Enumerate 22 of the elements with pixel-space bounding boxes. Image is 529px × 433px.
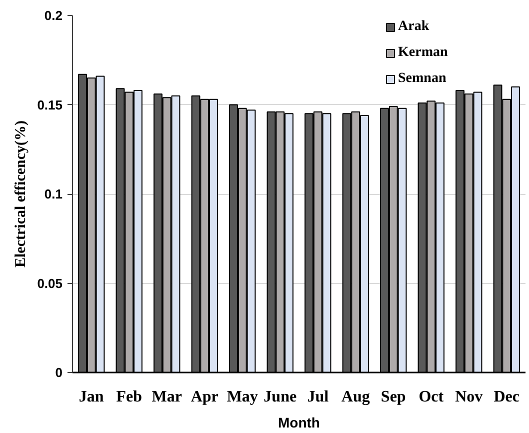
x-tick-label: May bbox=[226, 388, 258, 406]
x-tick-label: Mar bbox=[152, 388, 182, 406]
y-tick-label: 0.2 bbox=[44, 8, 63, 23]
x-tick-label: Dec bbox=[494, 388, 520, 406]
y-tick-label: 0.15 bbox=[37, 97, 63, 112]
x-tick-label: Jan bbox=[78, 388, 104, 406]
legend-label: Arak bbox=[398, 19, 430, 35]
x-tick-label: Aug bbox=[341, 388, 370, 406]
x-tick-label: Oct bbox=[418, 388, 444, 406]
x-tick-label: Sep bbox=[380, 388, 406, 406]
x-tick-label: Nov bbox=[455, 388, 483, 406]
y-tick-label: 0 bbox=[55, 365, 63, 380]
x-tick-label: Apr bbox=[190, 388, 218, 406]
x-tick-label: Feb bbox=[116, 388, 142, 406]
legend-label: Semnan bbox=[398, 71, 446, 87]
y-axis-title: Electrical efficency(%) bbox=[13, 120, 30, 268]
y-tick-label: 0.05 bbox=[37, 276, 63, 291]
x-tick-label: June bbox=[264, 388, 297, 406]
legend-label: Kerman bbox=[398, 45, 448, 61]
x-tick-label: Jul bbox=[307, 388, 330, 406]
x-axis-title: Month bbox=[278, 414, 320, 430]
y-tick-label: 0.1 bbox=[44, 186, 63, 202]
